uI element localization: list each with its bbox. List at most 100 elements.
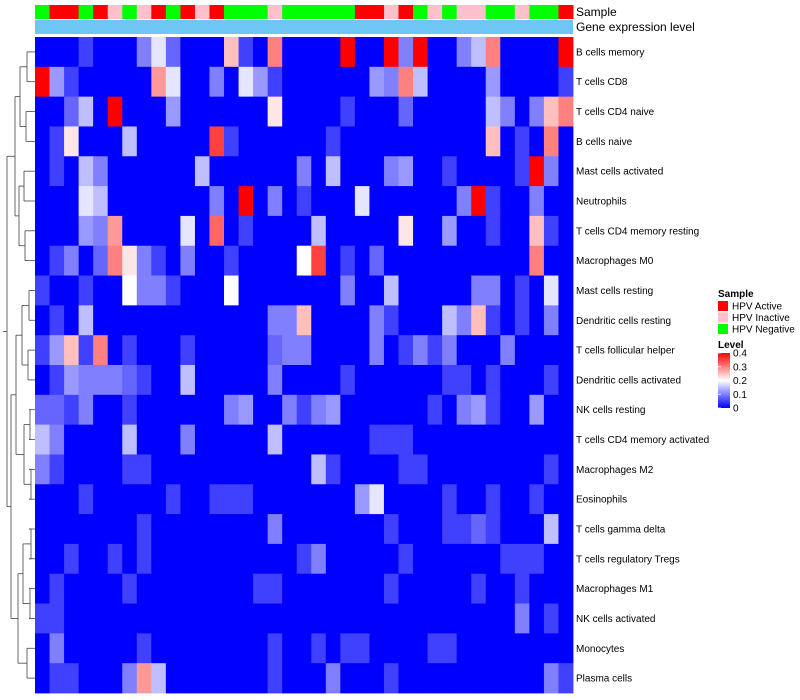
heatmap-cell — [471, 96, 487, 127]
heatmap-cell — [194, 603, 210, 634]
heatmap-cell — [35, 573, 50, 604]
heatmap-cell — [529, 484, 545, 515]
heatmap-cell — [209, 215, 225, 247]
heatmap-cell — [325, 126, 341, 157]
heatmap-cell — [442, 335, 458, 366]
heatmap-cell — [194, 424, 210, 455]
heatmap-cell — [209, 156, 225, 187]
heatmap-cell — [282, 454, 298, 485]
heatmap-cell — [485, 454, 501, 485]
heatmap-cell — [64, 394, 80, 426]
heatmap-cell — [122, 275, 138, 306]
heatmap-cell — [296, 245, 312, 276]
heatmap-cell — [427, 186, 443, 217]
heatmap-cell — [296, 633, 312, 664]
heatmap-cell — [209, 424, 225, 455]
heatmap-cell — [529, 215, 545, 247]
heatmap-cell — [398, 245, 414, 276]
heatmap-cell — [209, 454, 225, 485]
heatmap-cell — [354, 365, 370, 396]
heatmap-cell — [383, 275, 399, 306]
heatmap-cell — [136, 394, 152, 426]
heatmap-cell — [64, 424, 80, 455]
heatmap-cell — [485, 335, 501, 366]
heatmap-cell — [122, 186, 138, 217]
row-label: Macrophages M0 — [576, 256, 654, 267]
heatmap-cell — [311, 96, 327, 127]
heatmap-cell — [151, 543, 167, 575]
heatmap-cell — [194, 454, 210, 485]
row-dendrogram — [3, 51, 35, 679]
heatmap-cell — [340, 603, 356, 634]
heatmap-cell — [325, 633, 341, 664]
heatmap-cell — [296, 365, 312, 396]
heatmap-cell — [224, 96, 239, 127]
heatmap-cell — [122, 66, 138, 98]
heatmap-cell — [427, 394, 443, 426]
heatmap-cell — [296, 66, 312, 98]
heatmap-cell — [456, 305, 472, 336]
heatmap-cell — [485, 543, 501, 575]
heatmap-cell — [543, 633, 559, 664]
heatmap-cell — [136, 245, 152, 276]
heatmap-cell — [238, 66, 254, 98]
sample-track-cell — [529, 5, 545, 19]
heatmap-cell — [325, 543, 341, 575]
heatmap-cell — [224, 245, 239, 276]
heatmap-cell — [558, 156, 574, 187]
heatmap-cell — [383, 484, 399, 515]
heatmap-cell — [267, 365, 283, 396]
heatmap-cell — [194, 245, 210, 276]
heatmap-cell — [267, 126, 283, 157]
heatmap-cell — [136, 603, 152, 634]
heatmap-cell — [311, 66, 327, 98]
heatmap-cell — [194, 543, 210, 575]
heatmap-cell — [369, 514, 385, 545]
sample-track-cell — [35, 5, 51, 19]
row-label: B cells memory — [576, 47, 644, 58]
heatmap-cell — [471, 335, 487, 366]
heatmap-cell — [267, 603, 283, 634]
heatmap-cell — [209, 633, 225, 664]
heatmap-cell — [224, 37, 239, 68]
heatmap-cell — [253, 156, 269, 187]
heatmap-cell — [427, 245, 443, 276]
heatmap-cell — [122, 215, 138, 247]
heatmap-cell — [471, 424, 487, 455]
heatmap-cell — [296, 215, 312, 247]
heatmap-cell — [282, 365, 298, 396]
heatmap-cell — [456, 245, 472, 276]
sample-track-cell — [122, 5, 138, 19]
heatmap-cell — [514, 514, 530, 545]
heatmap-cell — [93, 514, 109, 545]
heatmap-cell — [311, 633, 327, 664]
heatmap-cell — [398, 394, 414, 426]
heatmap-cell — [296, 186, 312, 217]
heatmap-cell — [107, 603, 123, 634]
heatmap-cell — [136, 96, 152, 127]
row-label: Mast cells activated — [576, 167, 663, 178]
heatmap-cell — [49, 394, 65, 426]
heatmap-cell — [427, 543, 443, 575]
row-label: T cells CD4 memory activated — [576, 435, 709, 446]
heatmap-cell — [398, 335, 414, 366]
heatmap-cell — [35, 37, 50, 68]
heatmap-cell — [311, 394, 327, 426]
heatmap-cell — [413, 126, 428, 157]
heatmap-cell — [35, 543, 50, 575]
heatmap-cell — [514, 424, 530, 455]
heatmap-cell — [180, 186, 196, 217]
heatmap-cell — [253, 543, 269, 575]
level-legend-tick-label: 0.3 — [733, 362, 747, 373]
heatmap-cell — [107, 215, 123, 247]
heatmap-cell — [238, 454, 254, 485]
heatmap-cell — [107, 394, 123, 426]
heatmap-cell — [107, 514, 123, 545]
sample-track-cell — [238, 5, 254, 19]
heatmap-cell — [180, 96, 196, 127]
heatmap-cell — [514, 365, 530, 396]
heatmap-cell — [78, 156, 94, 187]
heatmap-cell — [442, 215, 458, 247]
heatmap-cell — [427, 365, 443, 396]
sample-track-label: Sample — [576, 5, 617, 19]
